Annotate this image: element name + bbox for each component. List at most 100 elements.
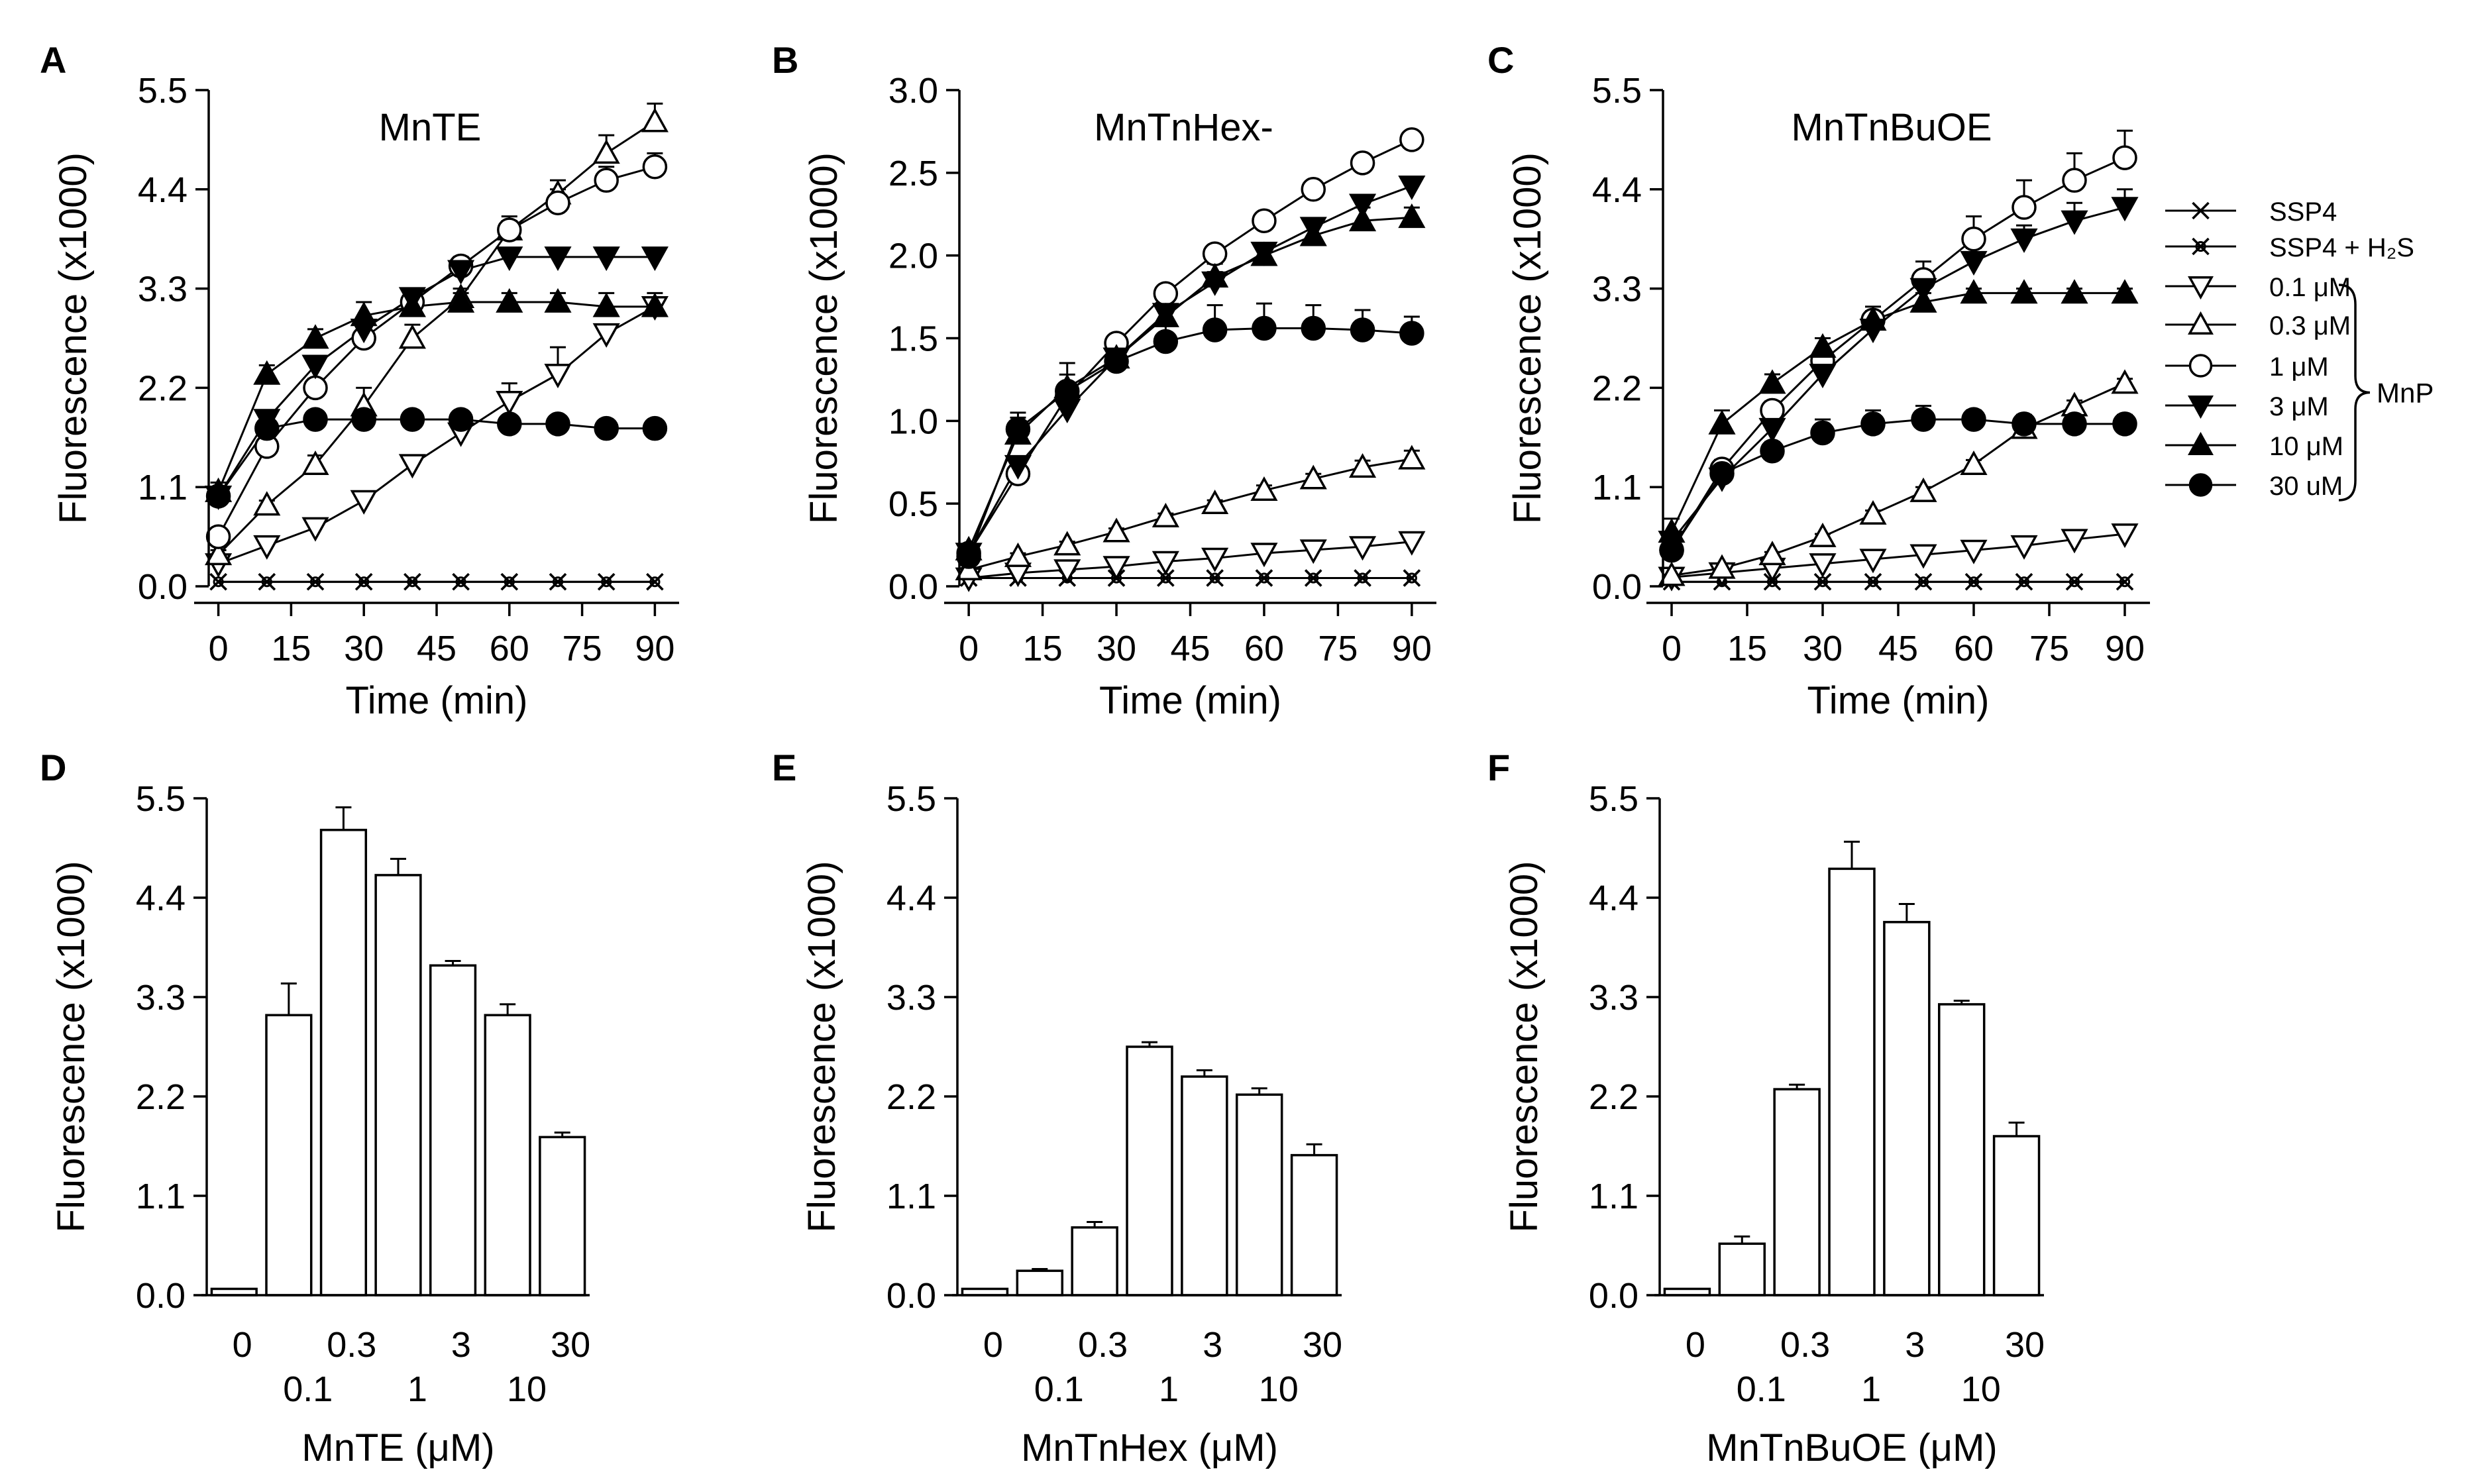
data-point-shape bbox=[2012, 411, 2037, 437]
data-point-shape bbox=[544, 246, 572, 272]
series-line bbox=[217, 166, 655, 537]
x-tick-label: 3 bbox=[1203, 1325, 1222, 1365]
data-point bbox=[306, 572, 325, 591]
x-tick-label: 60 bbox=[1954, 629, 1994, 668]
legend-entry-c1: 1 μM bbox=[2165, 352, 2329, 382]
x-tick-label: 10 bbox=[507, 1369, 547, 1409]
data-point-shape bbox=[2111, 523, 2139, 549]
x-tick-label: 90 bbox=[2105, 629, 2145, 668]
data-point-shape bbox=[1153, 329, 1179, 354]
x-tick-label: 0 bbox=[983, 1325, 1003, 1365]
data-point-ring bbox=[1308, 572, 1319, 584]
x-tick-label: 30 bbox=[551, 1325, 590, 1365]
data-point-shape bbox=[1708, 409, 1736, 435]
legend-marker-stroke bbox=[2192, 237, 2210, 256]
x-axis-label: MnTnHex (μM) bbox=[1021, 1426, 1278, 1469]
x-tick-label: 0 bbox=[959, 629, 979, 668]
data-point bbox=[1398, 531, 1426, 556]
data-point-ring bbox=[601, 576, 612, 588]
data-point-shape bbox=[1299, 464, 1327, 490]
panel-f bbox=[1663, 840, 2041, 1297]
data-point-shape bbox=[1004, 454, 1032, 480]
data-point bbox=[1201, 547, 1229, 572]
data-point bbox=[1964, 572, 1983, 591]
legend-marker-shape bbox=[2188, 311, 2214, 335]
x-tick-label: 10 bbox=[1961, 1369, 2001, 1409]
data-point-shape bbox=[1399, 127, 1424, 152]
y-tick-label: 3.3 bbox=[136, 978, 186, 1018]
data-point bbox=[594, 168, 619, 193]
data-point bbox=[1659, 537, 1684, 563]
data-point-shape bbox=[594, 168, 619, 193]
data-point bbox=[350, 490, 378, 515]
y-axis-label: Fluorescence (x1000) bbox=[52, 152, 95, 524]
y-axis-label: Fluorescence (x1000) bbox=[802, 152, 845, 524]
data-point-shape bbox=[1250, 543, 1278, 568]
data-point bbox=[1809, 522, 1837, 547]
data-point bbox=[2012, 195, 2037, 220]
data-point-shape bbox=[1348, 453, 1377, 478]
data-point bbox=[205, 484, 231, 509]
data-point-shape bbox=[1348, 536, 1377, 561]
data-point-shape bbox=[1659, 537, 1684, 563]
data-point bbox=[1810, 420, 1835, 446]
data-point bbox=[497, 411, 522, 437]
y-tick-label: 5.5 bbox=[1592, 71, 1642, 111]
legend-marker-shape bbox=[2188, 354, 2213, 378]
legend-marker bbox=[2188, 431, 2214, 455]
panel-letter: D bbox=[40, 747, 66, 788]
bar bbox=[1290, 1153, 1338, 1297]
data-point-shape bbox=[448, 407, 474, 432]
y-axis-label: Fluorescence (x1000) bbox=[1503, 861, 1546, 1233]
y-tick-label: 3.0 bbox=[888, 71, 938, 111]
data-point-stroke bbox=[1964, 572, 1983, 591]
data-point-ring bbox=[1209, 572, 1220, 584]
y-axis-label: Fluorescence (x1000) bbox=[50, 861, 93, 1233]
x-tick-label: 75 bbox=[563, 629, 602, 668]
data-point bbox=[544, 246, 572, 272]
data-point bbox=[1206, 569, 1224, 587]
y-tick-label: 1.1 bbox=[136, 1177, 186, 1216]
data-point bbox=[258, 572, 276, 591]
data-point-shape bbox=[2112, 145, 2137, 170]
data-point bbox=[1960, 279, 1988, 304]
y-tick-label: 5.5 bbox=[136, 779, 186, 819]
data-point-shape bbox=[1299, 221, 1327, 246]
data-point bbox=[2061, 279, 2088, 304]
legend-entry-c01: 0.1 μM bbox=[2165, 273, 2351, 302]
data-point bbox=[1354, 569, 1371, 587]
x-axis-label: Time (min) bbox=[1099, 679, 1281, 722]
x-axis-label: Time (min) bbox=[346, 679, 528, 722]
y-tick-label: 0.0 bbox=[138, 567, 188, 607]
legend-group-label: MnP bbox=[2377, 378, 2434, 409]
x-tick-label: 1 bbox=[407, 1369, 427, 1409]
data-point bbox=[1348, 536, 1377, 561]
data-point bbox=[301, 450, 329, 475]
data-point-shape bbox=[1053, 531, 1081, 556]
data-point-shape bbox=[1301, 177, 1326, 202]
data-point bbox=[1709, 461, 1735, 486]
data-point-shape bbox=[1758, 369, 1786, 394]
legend-label: 3 μM bbox=[2269, 392, 2329, 421]
data-point-ring bbox=[2068, 576, 2080, 588]
data-point bbox=[1202, 241, 1228, 266]
data-point-shape bbox=[1004, 542, 1032, 567]
data-point bbox=[2061, 529, 2088, 554]
x-tick-label: 15 bbox=[1023, 629, 1063, 668]
legend-marker bbox=[2192, 237, 2210, 256]
legend-label: 0.3 μM bbox=[2269, 311, 2351, 341]
data-point bbox=[2112, 145, 2137, 170]
data-point-shape bbox=[1658, 561, 1686, 586]
y-tick-label: 1.1 bbox=[138, 468, 188, 507]
legend-marker bbox=[2188, 311, 2214, 335]
data-point-shape bbox=[1152, 551, 1179, 576]
y-tick-label: 0.0 bbox=[888, 567, 938, 607]
legend-entry-ssp4h2s: SSP4 + H₂S bbox=[2165, 233, 2414, 262]
data-point-shape bbox=[1348, 193, 1377, 219]
data-point bbox=[1201, 489, 1229, 514]
data-point-shape bbox=[594, 415, 619, 441]
data-point bbox=[646, 572, 664, 591]
data-point bbox=[1153, 329, 1179, 354]
data-point bbox=[1299, 221, 1327, 246]
